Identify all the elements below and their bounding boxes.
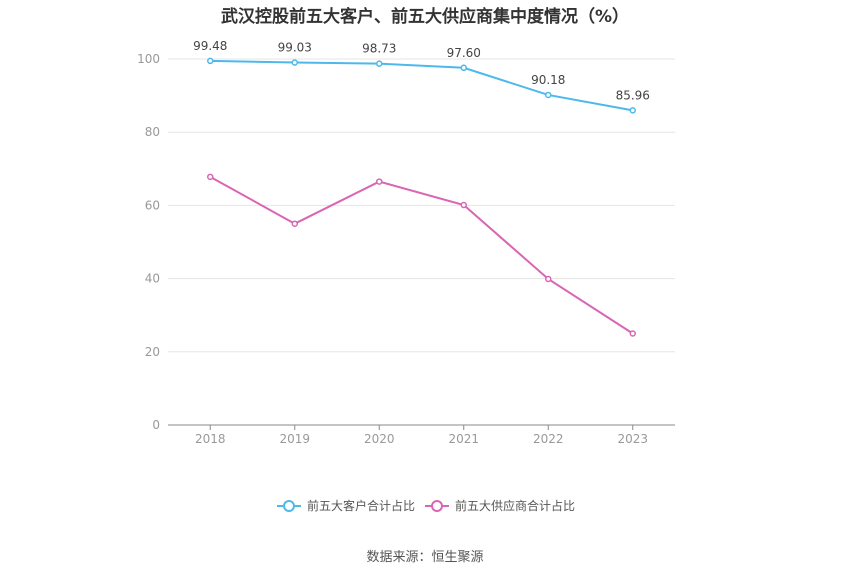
- data-point: [376, 178, 383, 185]
- data-label: 98.73: [362, 42, 396, 56]
- x-tick-label: 2021: [448, 432, 479, 446]
- legend-label: 前五大供应商合计占比: [455, 498, 575, 513]
- legend-label: 前五大客户合计占比: [307, 498, 415, 513]
- x-tick-label: 2023: [617, 432, 648, 446]
- legend-item-1[interactable]: 前五大客户合计占比: [277, 498, 415, 513]
- data-point: [460, 64, 467, 72]
- chart-title: 武汉控股前五大客户、前五大供应商集中度情况（%）: [220, 7, 630, 27]
- x-tick-label: 2022: [533, 432, 564, 446]
- x-tick-label: 2019: [279, 432, 310, 446]
- data-point: [207, 57, 214, 65]
- legend-marker: [283, 500, 295, 512]
- series-line-1: [210, 59, 633, 112]
- data-label: 85.96: [616, 88, 650, 102]
- data-point: [629, 330, 636, 337]
- data-label: 97.60: [447, 46, 481, 60]
- data-label: 90.18: [531, 73, 565, 87]
- x-tick-label: 2020: [364, 432, 395, 446]
- data-point: [629, 107, 636, 114]
- x-tick-label: 2018: [195, 432, 226, 446]
- data-point: [545, 275, 552, 283]
- y-tick-label: 0: [152, 418, 160, 432]
- legend-marker: [431, 500, 443, 512]
- y-tick-label: 40: [145, 272, 160, 286]
- series-line-2: [209, 175, 634, 335]
- data-point: [545, 91, 552, 99]
- y-axis: 0 20 40 60 80 100: [137, 52, 160, 432]
- data-point: [460, 201, 467, 209]
- data-label: 99.03: [278, 41, 312, 55]
- y-tick-label: 60: [145, 198, 160, 212]
- data-source: 数据来源：恒生聚源: [366, 550, 484, 565]
- legend-item-2[interactable]: 前五大供应商合计占比: [425, 498, 575, 513]
- data-point: [291, 59, 298, 66]
- data-label: 99.48: [193, 39, 227, 53]
- y-tick-label: 80: [145, 125, 160, 139]
- x-axis: 2018 2019 2020 2021 2022 2023: [168, 424, 675, 446]
- data-point: [376, 60, 383, 67]
- y-tick-label: 20: [145, 345, 160, 359]
- data-point: [207, 173, 214, 181]
- series-group: 99.48 99.03 98.73 97.60 90.18 85.96: [193, 39, 650, 337]
- y-tick-label: 100: [137, 52, 160, 66]
- data-point: [291, 220, 298, 227]
- grid-lines: [168, 58, 675, 353]
- legend[interactable]: 前五大客户合计占比 前五大供应商合计占比: [277, 498, 575, 513]
